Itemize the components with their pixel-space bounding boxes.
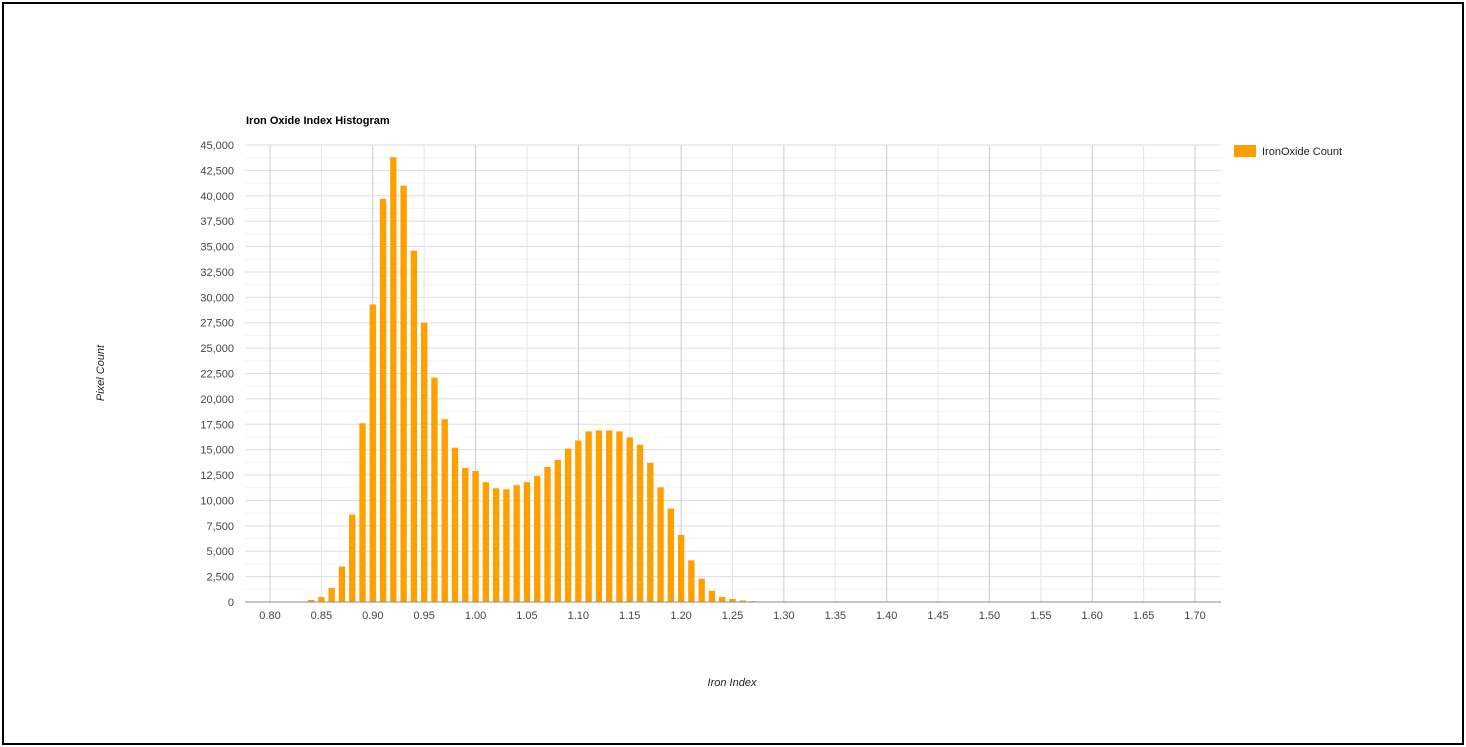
y-tick-label: 32,500	[200, 267, 234, 279]
y-tick-label: 45,000	[200, 140, 234, 152]
histogram-bar	[492, 488, 500, 602]
y-tick-label: 15,000	[200, 445, 234, 457]
histogram-bar	[523, 482, 531, 602]
histogram-bar	[369, 304, 376, 602]
histogram-bar	[575, 440, 582, 602]
histogram-bar	[688, 560, 695, 602]
histogram-bar	[657, 487, 664, 602]
histogram-bar	[534, 476, 541, 602]
x-axis-title: Iron Index	[708, 677, 757, 689]
x-tick-label: 1.65	[1133, 610, 1154, 622]
y-axis-ticks: 0 2,500 5,000 7,500 10,000 12,500 15,000 17,500…	[200, 140, 234, 609]
histogram-bar	[503, 489, 510, 602]
histogram-bar	[554, 459, 561, 602]
histogram-bar	[564, 448, 572, 602]
y-tick-label: 35,000	[200, 242, 234, 254]
legend: IronOxide Count	[1234, 145, 1342, 158]
y-tick-label: 10,000	[200, 495, 234, 507]
y-tick-label: 42,500	[200, 165, 234, 177]
y-tick-label: 7,500	[206, 521, 234, 533]
y-axis-title: Pixel Count	[95, 344, 107, 401]
x-tick-label: 1.05	[516, 610, 537, 622]
histogram-bar	[544, 466, 551, 602]
histogram-bar	[462, 467, 469, 602]
histogram-bar	[595, 430, 603, 602]
histogram-bar	[698, 578, 705, 602]
histogram-bar	[739, 600, 746, 602]
x-tick-label: 1.50	[979, 610, 1000, 622]
x-tick-label: 1.35	[825, 610, 846, 622]
histogram-bar	[647, 462, 654, 602]
histogram-bar	[328, 587, 335, 602]
histogram-bar	[307, 599, 315, 602]
x-tick-label: 1.30	[773, 610, 794, 622]
y-tick-label: 0	[228, 597, 234, 609]
histogram-bar	[636, 444, 644, 602]
x-tick-label: 0.90	[362, 610, 383, 622]
histogram-bar	[349, 514, 356, 602]
chart-title: Iron Oxide Index Histogram	[246, 115, 390, 127]
x-axis-ticks: 0.80 0.85 0.90 0.95 1.00 1.05 1.10 1.15 1.20 1.25…	[259, 610, 1205, 622]
x-tick-label: 1.25	[722, 610, 743, 622]
y-tick-label: 17,500	[200, 419, 234, 431]
x-tick-label: 1.40	[876, 610, 897, 622]
y-tick-label: 22,500	[200, 369, 234, 381]
histogram-bar	[420, 322, 428, 602]
histogram-bar	[482, 482, 490, 602]
x-tick-label: 1.15	[619, 610, 640, 622]
y-tick-label: 25,000	[200, 343, 234, 355]
histogram-bar	[616, 431, 623, 602]
histogram-bar	[318, 596, 325, 602]
histogram-bar	[667, 508, 675, 602]
y-tick-label: 12,500	[200, 470, 234, 482]
x-tick-label: 0.80	[259, 610, 280, 622]
x-tick-label: 1.55	[1030, 610, 1051, 622]
histogram-bar	[729, 598, 736, 602]
histogram-bar	[359, 423, 366, 602]
y-tick-label: 27,500	[200, 318, 234, 330]
histogram-bar	[338, 566, 346, 602]
x-tick-label: 1.00	[465, 610, 486, 622]
x-tick-label: 0.85	[311, 610, 332, 622]
histogram-bar	[605, 430, 613, 602]
x-tick-label: 1.20	[670, 610, 691, 622]
histogram-bar	[379, 198, 387, 602]
histogram-bar	[708, 590, 716, 602]
histogram-bar	[626, 437, 633, 602]
histogram-bar	[719, 596, 726, 602]
legend-label: IronOxide Count	[1262, 146, 1342, 158]
y-tick-label: 2,500	[206, 572, 234, 584]
histogram-bar	[441, 419, 448, 602]
histogram-bar	[390, 157, 397, 603]
x-tick-label: 0.95	[413, 610, 434, 622]
histogram-bar	[410, 250, 418, 602]
histogram-bar	[677, 534, 685, 602]
y-tick-label: 37,500	[200, 216, 234, 228]
y-tick-label: 5,000	[206, 546, 234, 558]
legend-swatch	[1234, 145, 1256, 157]
histogram-bar	[400, 185, 407, 602]
histogram-bar	[431, 377, 438, 602]
x-tick-label: 1.60	[1082, 610, 1103, 622]
y-tick-label: 30,000	[200, 292, 234, 304]
histogram-bar	[513, 485, 520, 602]
y-tick-label: 40,000	[200, 191, 234, 203]
histogram-bar	[472, 470, 479, 602]
histogram-bar	[585, 431, 592, 602]
x-tick-label: 1.45	[927, 610, 948, 622]
bars	[297, 157, 777, 603]
x-tick-label: 1.10	[568, 610, 589, 622]
x-tick-label: 1.70	[1184, 610, 1205, 622]
y-tick-label: 20,000	[200, 394, 234, 406]
histogram-bar	[451, 447, 459, 602]
